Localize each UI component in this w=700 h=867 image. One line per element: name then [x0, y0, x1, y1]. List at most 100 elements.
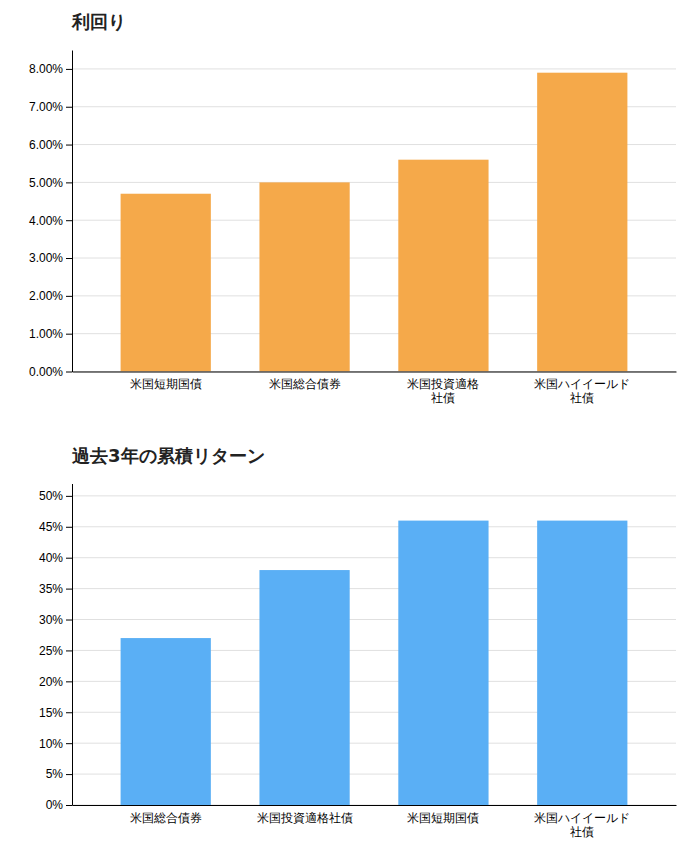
tick-label-line: 米国投資適格社債	[257, 811, 353, 825]
x-axis: 米国短期国債米国総合債券米国投資適格社債米国ハイイールド社債	[73, 372, 677, 405]
bar	[259, 570, 349, 805]
y-axis: 0.00% 1.00% 2.00% 3.00% 4.00% 5.00% 6.00% 7.00%…	[29, 51, 73, 379]
tick-mark	[66, 296, 72, 297]
tick-label: 米国総合債券	[130, 811, 202, 825]
tick-mark	[66, 558, 72, 559]
chart-canvas: 利回り 0.00% 1.00% 2.00% 3.00% 4.00% 5.00% 6.00% 7.…	[0, 0, 700, 867]
tick-label: 米国投資適格社債	[257, 811, 353, 825]
tick-label-line: 社債	[431, 391, 455, 405]
y-tick: 5.00%	[29, 176, 72, 190]
tick-label: 5.00%	[29, 176, 63, 190]
y-tick: 20%	[39, 675, 72, 689]
y-tick: 30%	[39, 613, 72, 627]
y-tick: 40%	[39, 551, 72, 565]
tick-mark	[66, 620, 72, 621]
grid	[72, 496, 676, 805]
tick-label: 30%	[39, 613, 63, 627]
tick-mark	[66, 527, 72, 528]
x-tick: 米国総合債券	[130, 811, 202, 825]
y-tick: 4.00%	[29, 214, 72, 228]
y-tick: 50%	[39, 489, 72, 503]
x-tick: 米国短期国債	[407, 811, 479, 825]
y-tick: 10%	[39, 737, 72, 751]
x-tick: 米国ハイイールド社債	[534, 377, 630, 405]
tick-label: 8.00%	[29, 62, 63, 76]
y-tick: 3.00%	[29, 251, 72, 265]
tick-label: 米国総合債券	[269, 377, 341, 391]
tick-label: 25%	[39, 644, 63, 658]
axis-line	[73, 805, 677, 806]
tick-mark	[66, 774, 72, 775]
tick-mark	[66, 258, 72, 259]
tick-label-line: 米国総合債券	[269, 377, 341, 391]
tick-label-line: 米国ハイイールド	[534, 811, 630, 825]
tick-mark	[66, 69, 72, 70]
tick-mark	[66, 107, 72, 108]
y-tick: 1.00%	[29, 327, 72, 341]
x-tick: 米国ハイイールド社債	[534, 811, 630, 839]
y-tick: 2.00%	[29, 289, 72, 303]
tick-label: 米国ハイイールド社債	[534, 811, 630, 839]
tick-label-line: 米国短期国債	[130, 377, 202, 391]
grid-line	[72, 495, 676, 496]
bar	[537, 521, 627, 805]
y-tick: 0%	[46, 798, 72, 812]
bar	[398, 160, 488, 372]
y-tick: 25%	[39, 644, 72, 658]
chart-title: 過去3年の累積リターン	[71, 445, 265, 466]
y-tick: 45%	[39, 520, 72, 534]
tick-mark	[66, 589, 72, 590]
x-tick: 米国総合債券	[269, 377, 341, 391]
tick-label: 2.00%	[29, 289, 63, 303]
bar	[537, 73, 627, 372]
tick-mark	[66, 145, 72, 146]
tick-label: 5%	[46, 767, 64, 781]
tick-label-line: 米国総合債券	[130, 811, 202, 825]
chart-title: 利回り	[71, 11, 126, 32]
tick-mark	[66, 496, 72, 497]
bar	[121, 194, 211, 372]
tick-label: 6.00%	[29, 138, 63, 152]
bars	[121, 73, 628, 372]
bar	[121, 638, 211, 805]
tick-label: 15%	[39, 706, 63, 720]
tick-label: 4.00%	[29, 214, 63, 228]
tick-label-line: 米国ハイイールド	[534, 377, 630, 391]
x-tick: 米国投資適格社債	[407, 377, 479, 405]
tick-label-line: 米国短期国債	[407, 811, 479, 825]
bar	[398, 521, 488, 805]
grid	[72, 69, 676, 372]
grid-line	[72, 68, 676, 69]
tick-mark	[66, 805, 72, 806]
y-tick: 5%	[46, 767, 72, 781]
tick-label: 7.00%	[29, 100, 63, 114]
axis-line	[73, 372, 677, 373]
tick-label: 米国ハイイールド社債	[534, 377, 630, 405]
chart-panel: 過去3年の累積リターン 0% 5% 10% 15% 20% 25% 30% 35% 40% 45% 5…	[39, 445, 677, 839]
tick-label-line: 社債	[570, 391, 594, 405]
y-axis: 0% 5% 10% 15% 20% 25% 30% 35% 40% 45% 50%	[39, 484, 73, 812]
tick-mark	[66, 681, 72, 682]
tick-mark	[66, 182, 72, 183]
y-tick: 7.00%	[29, 100, 72, 114]
tick-label: 10%	[39, 737, 63, 751]
x-tick: 米国投資適格社債	[257, 811, 353, 825]
tick-label: 1.00%	[29, 327, 63, 341]
tick-label: 0.00%	[29, 365, 63, 379]
y-tick: 15%	[39, 706, 72, 720]
tick-label-line: 社債	[570, 825, 594, 839]
tick-mark	[66, 220, 72, 221]
tick-label: 3.00%	[29, 251, 63, 265]
tick-label: 20%	[39, 675, 63, 689]
tick-mark	[66, 712, 72, 713]
y-tick: 8.00%	[29, 62, 72, 76]
y-tick: 35%	[39, 582, 72, 596]
tick-label: 45%	[39, 520, 63, 534]
tick-mark	[66, 650, 72, 651]
bar	[259, 182, 349, 371]
x-tick: 米国短期国債	[130, 377, 202, 391]
tick-label: 米国短期国債	[130, 377, 202, 391]
bars	[121, 521, 628, 805]
chart-panel: 利回り 0.00% 1.00% 2.00% 3.00% 4.00% 5.00% 6.00% 7.…	[29, 11, 677, 405]
tick-mark	[66, 372, 72, 373]
